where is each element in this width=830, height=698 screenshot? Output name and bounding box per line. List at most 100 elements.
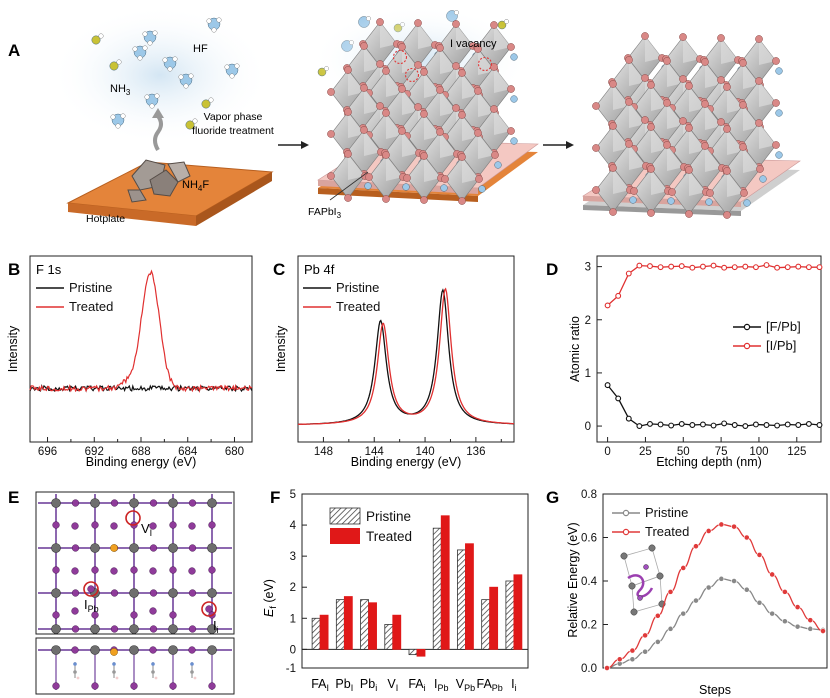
i-atom [110, 499, 119, 507]
inset-pb-atom [656, 572, 664, 580]
i-atom-side [188, 646, 196, 654]
category-label-f-sub: i [375, 683, 377, 693]
fa-cation [440, 184, 448, 192]
iodide-ion [474, 45, 482, 53]
iodide-ion [647, 123, 655, 131]
fa-cation [510, 53, 518, 61]
pb-atom [207, 543, 217, 553]
category-label-f: Pbi [360, 677, 377, 693]
bar-pristine [408, 648, 418, 656]
legend-swatch-pristine [329, 507, 361, 525]
octahedron-face [743, 147, 760, 173]
iodide-ion [663, 99, 671, 107]
h-atom [206, 18, 212, 24]
iodide-ion [360, 42, 368, 50]
bar-pristine [505, 580, 515, 650]
n-atom [151, 662, 155, 666]
bar-treated [489, 586, 499, 650]
bar-treated [440, 515, 450, 650]
iodide-ion [327, 130, 335, 138]
data-point-[F/Pb] [625, 415, 632, 422]
pb-atom [51, 543, 61, 553]
inset-pb-atom [630, 608, 638, 616]
iodide-ion [717, 34, 725, 42]
i-atom-side [149, 646, 157, 654]
rising-vapor-arrow [153, 114, 163, 152]
octahedron-face [456, 24, 473, 50]
category-label-f-main: I [511, 677, 514, 691]
iodide-ion [625, 140, 633, 148]
h-atom [144, 94, 150, 100]
iodide-ion [420, 110, 428, 118]
i-atom [130, 611, 138, 619]
data-point-[I/Pb] [668, 263, 675, 270]
octahedron-face [759, 123, 776, 149]
i-atom [169, 566, 177, 574]
iodine-vacancy-ring [125, 510, 141, 526]
panel-letter-d: D [546, 260, 558, 279]
data-point-[F/Pb] [636, 423, 643, 430]
bar-treated [416, 648, 426, 657]
i-atom [149, 544, 158, 552]
category-label-f: FAi [408, 677, 425, 693]
data-point-[F/Pb] [752, 421, 759, 428]
x-tick-label-d: 50 [677, 446, 690, 458]
pb-atom [90, 498, 100, 508]
x-tick-label-d: 100 [749, 446, 768, 458]
i-atom [71, 625, 80, 633]
fa-cation [775, 109, 783, 117]
h-atom [149, 103, 155, 109]
iodide-ion [755, 35, 763, 43]
panel-letter-f: F [270, 488, 280, 507]
y-tick-label-g: 0.6 [581, 533, 597, 545]
data-point-pristine [629, 656, 636, 663]
ipb-antisite-ring [83, 581, 99, 597]
iodine-interstitial-ring [201, 601, 217, 617]
category-label-f-main: V [387, 677, 396, 691]
data-point-pristine [781, 618, 788, 625]
iodide-ion [755, 77, 763, 85]
data-point-[I/Pb] [784, 264, 791, 271]
i-atom [149, 625, 158, 633]
octahedron-face [386, 155, 403, 181]
bar-treated [319, 614, 329, 650]
series-line-[I/Pb] [607, 264, 820, 306]
data-point-[F/Pb] [774, 422, 781, 429]
category-label-f-sub: Pb [464, 683, 475, 693]
treatment-label-line1: Vapor phase [204, 111, 263, 123]
iodide-ion [739, 101, 747, 109]
data-point-[F/Pb] [699, 421, 706, 428]
i-atom [149, 499, 158, 507]
chart-title-c: Pb 4f [304, 262, 335, 277]
category-label-f: FAPb [477, 677, 503, 693]
y-tick-label-d: 1 [585, 368, 591, 380]
octahedron-face [380, 22, 397, 48]
iodide-ion [717, 118, 725, 126]
iodide-ion [490, 105, 498, 113]
plot-d: 0 25 50 75 100 125 0 1 2 3 [585, 262, 823, 458]
octahedron-face [645, 36, 662, 62]
iodide-ion [452, 104, 460, 112]
h-atom [208, 97, 214, 103]
iodide-ion [592, 186, 600, 194]
octahedron-face [613, 168, 630, 194]
category-label-f: Ii [511, 677, 516, 693]
plot-g: 0.0 0.2 0.4 0.6 0.8 [581, 489, 826, 675]
iodide-ion [685, 210, 693, 218]
i-atom [71, 589, 80, 597]
y-tick-label-f: 3 [290, 551, 296, 563]
data-point-[F/Pb] [721, 420, 728, 427]
h-atom [120, 113, 126, 119]
i-atom [188, 567, 196, 575]
data-point-pristine [769, 610, 776, 617]
iodide-ion [723, 211, 731, 219]
x-tick-label-b: 680 [225, 446, 244, 458]
inset-migration-path [627, 574, 654, 598]
category-label-f-main: Pb [360, 677, 375, 691]
x-axis-label-c: Binding energy (eV) [351, 455, 461, 469]
data-point-pristine [693, 597, 699, 604]
i-atom [52, 521, 60, 529]
iodide-ion [382, 67, 390, 75]
data-point-[I/Pb] [710, 262, 717, 269]
pb-atom [168, 588, 178, 598]
